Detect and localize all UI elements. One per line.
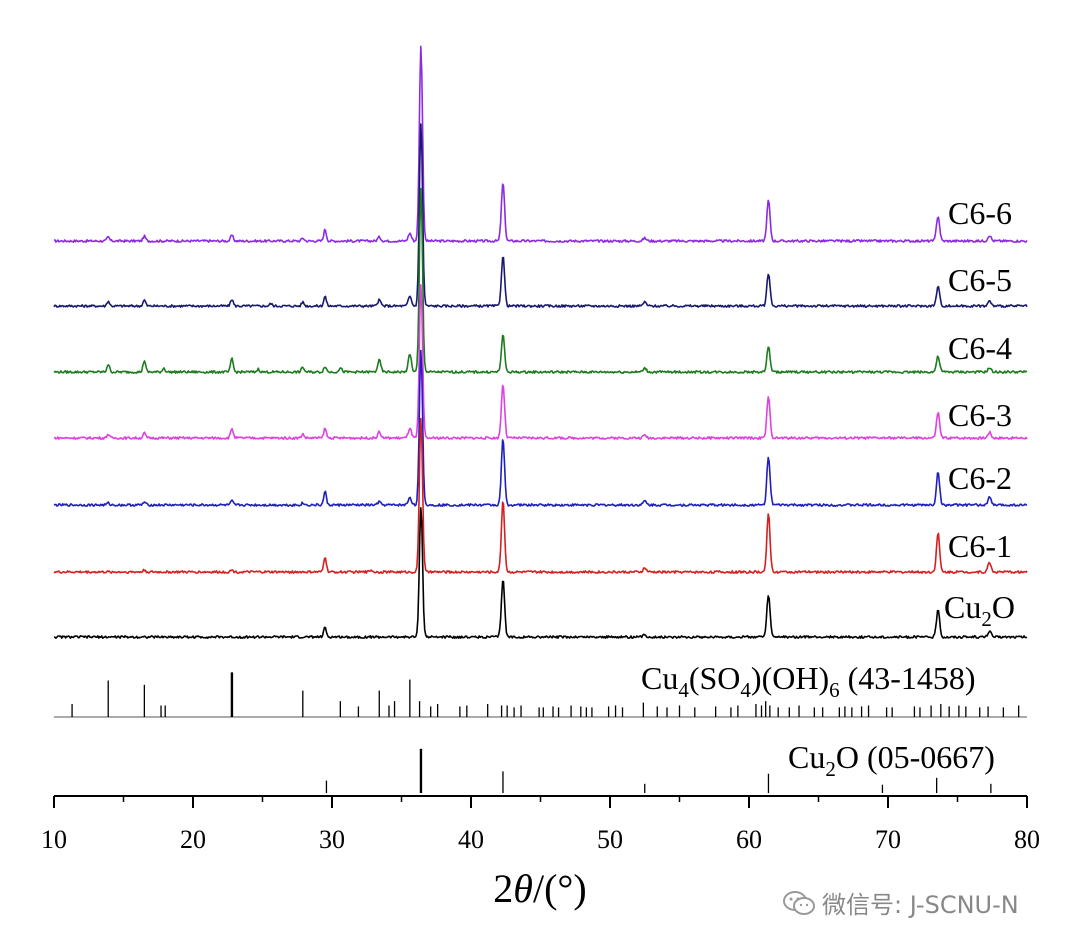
series-label-c6-6: C6-6: [948, 195, 1012, 231]
series-label-c6-1: C6-1: [948, 528, 1012, 564]
xrd-traces: [53, 45, 1028, 639]
series-label-cu2o-rest: O: [992, 589, 1015, 625]
ref-basic-p1: Cu: [641, 660, 678, 696]
x-tick-label: 70: [875, 825, 901, 854]
x-axis-ticks: 10 20 30 40 50 60 70 80: [41, 796, 1040, 854]
trace-c6-1: [53, 417, 1028, 574]
x-tick-label: 60: [736, 825, 762, 854]
x-axis-title-unit: /(°): [533, 866, 587, 911]
x-tick-label: 40: [458, 825, 484, 854]
series-label-c6-3: C6-3: [948, 397, 1012, 433]
ref-basic-p3: )(OH): [751, 660, 829, 696]
x-tick-label: 10: [41, 825, 67, 854]
trace-c6-5: [53, 123, 1028, 308]
trace-c6-6: [53, 45, 1028, 243]
wechat-icon: [783, 890, 815, 915]
ref-basic-p2: (SO: [689, 660, 741, 696]
trace-cu2o: [53, 507, 1028, 639]
reference-label-basic-copper-sulfate: Cu4(SO4)(OH)6 (43-1458): [641, 660, 976, 702]
x-tick-label: 30: [319, 825, 345, 854]
series-label-c6-4: C6-4: [948, 330, 1012, 366]
x-tick-label: 50: [597, 825, 623, 854]
x-axis-title-theta: θ: [513, 866, 533, 911]
ref-basic-s1: 4: [678, 678, 689, 702]
trace-c6-4: [53, 187, 1028, 374]
ref-basic-s2: 4: [740, 678, 751, 702]
x-axis-title-two: 2: [493, 866, 513, 911]
watermark: 微信号: J-SCNU-N: [782, 885, 1019, 920]
trace-c6-2: [53, 349, 1027, 507]
series-label-c6-2: C6-2: [948, 460, 1012, 496]
ref-cu2o-p1: Cu: [788, 739, 825, 775]
reference-label-cu2o: Cu2O (05-0667): [788, 739, 995, 781]
trace-c6-3: [53, 284, 1028, 440]
ref-basic-s3: 6: [829, 678, 840, 702]
ref-basic-p4: (43-1458): [840, 660, 976, 696]
series-label-cu2o-base: Cu: [944, 589, 981, 625]
series-label-cu2o: Cu2O: [944, 589, 1015, 631]
x-axis-title: 2θ/(°): [493, 866, 586, 911]
reference-sticks-cu2o: [325, 748, 992, 793]
ref-cu2o-p2: O (05-0667): [836, 739, 995, 775]
x-tick-label: 20: [180, 825, 206, 854]
reference-sticks-basic-copper-sulfate: [54, 672, 1027, 718]
ref-cu2o-s1: 2: [825, 757, 836, 781]
series-label-c6-5: C6-5: [948, 262, 1012, 298]
series-label-cu2o-sub: 2: [981, 607, 992, 631]
x-tick-label: 80: [1014, 825, 1040, 854]
watermark-text: 微信号: J-SCNU-N: [822, 891, 1019, 919]
